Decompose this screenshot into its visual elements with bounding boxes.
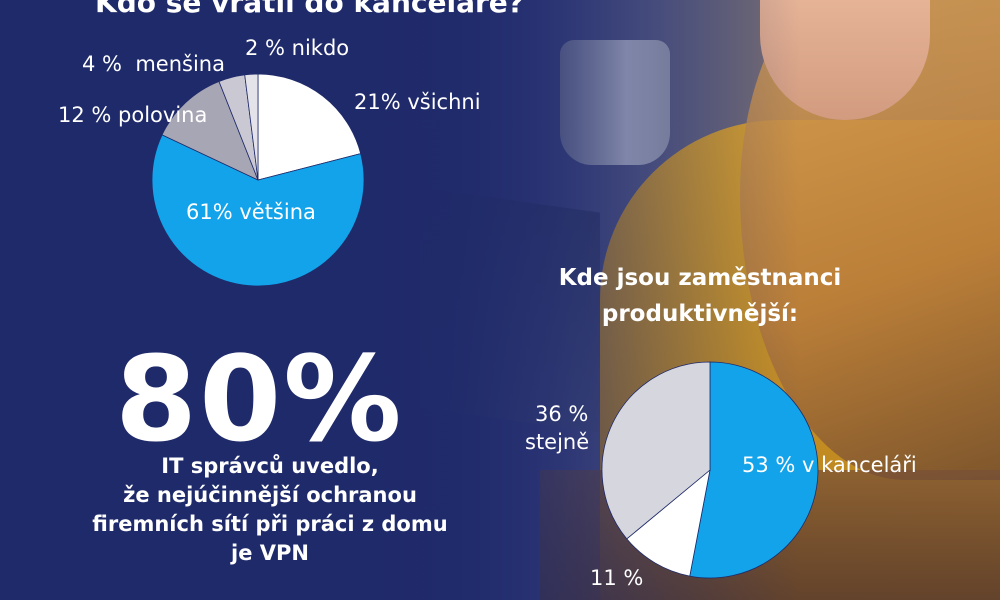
stat-line: IT správců uvedlo, — [161, 454, 379, 478]
chart2-title: Kde jsou zaměstnanci produktivnější: — [520, 260, 880, 332]
pie-slice-nikdo — [244, 73, 259, 181]
pie-slice-polovina — [161, 80, 259, 181]
pie-slice-v-kancelari — [689, 361, 819, 579]
stat-line: je VPN — [231, 541, 309, 565]
chart1-label-mensina: 4 % menšina — [82, 52, 225, 76]
chart2-title-line: Kde jsou zaměstnanci — [558, 265, 842, 291]
chart2-label-stejne: stejně — [525, 430, 590, 454]
chart1-label-vsichni: 21% všichni — [354, 90, 481, 114]
chart2-label-kancelari: 53 % v kanceláři — [742, 453, 917, 477]
chart1-label-polovina: 12 % polovina — [58, 103, 208, 127]
chart1-title: Kdo se vrátil do kanceláře? — [95, 0, 525, 19]
chart2-title-line: produktivnější: — [601, 301, 799, 327]
stat-description: IT správců uvedlo, že nejúčinnější ochra… — [40, 452, 500, 568]
chart2-label-stejne-pct: 36 % — [535, 402, 589, 426]
stat-value: 80% — [115, 330, 404, 468]
pie-slice-vsichni — [257, 73, 362, 181]
chart1-label-nikdo: 2 % nikdo — [245, 36, 350, 60]
pie-slice-11 — [626, 468, 711, 577]
stat-line: že nejúčinnější ochranou — [123, 483, 417, 507]
chart2-label-11: 11 % — [590, 566, 644, 590]
chart1-label-vetsina: 61% většina — [186, 200, 316, 224]
stat-line: firemních sítí při práci z domu — [92, 512, 448, 536]
pie-slice-vetsina — [151, 134, 365, 287]
pie-slice-stejne — [601, 361, 711, 540]
